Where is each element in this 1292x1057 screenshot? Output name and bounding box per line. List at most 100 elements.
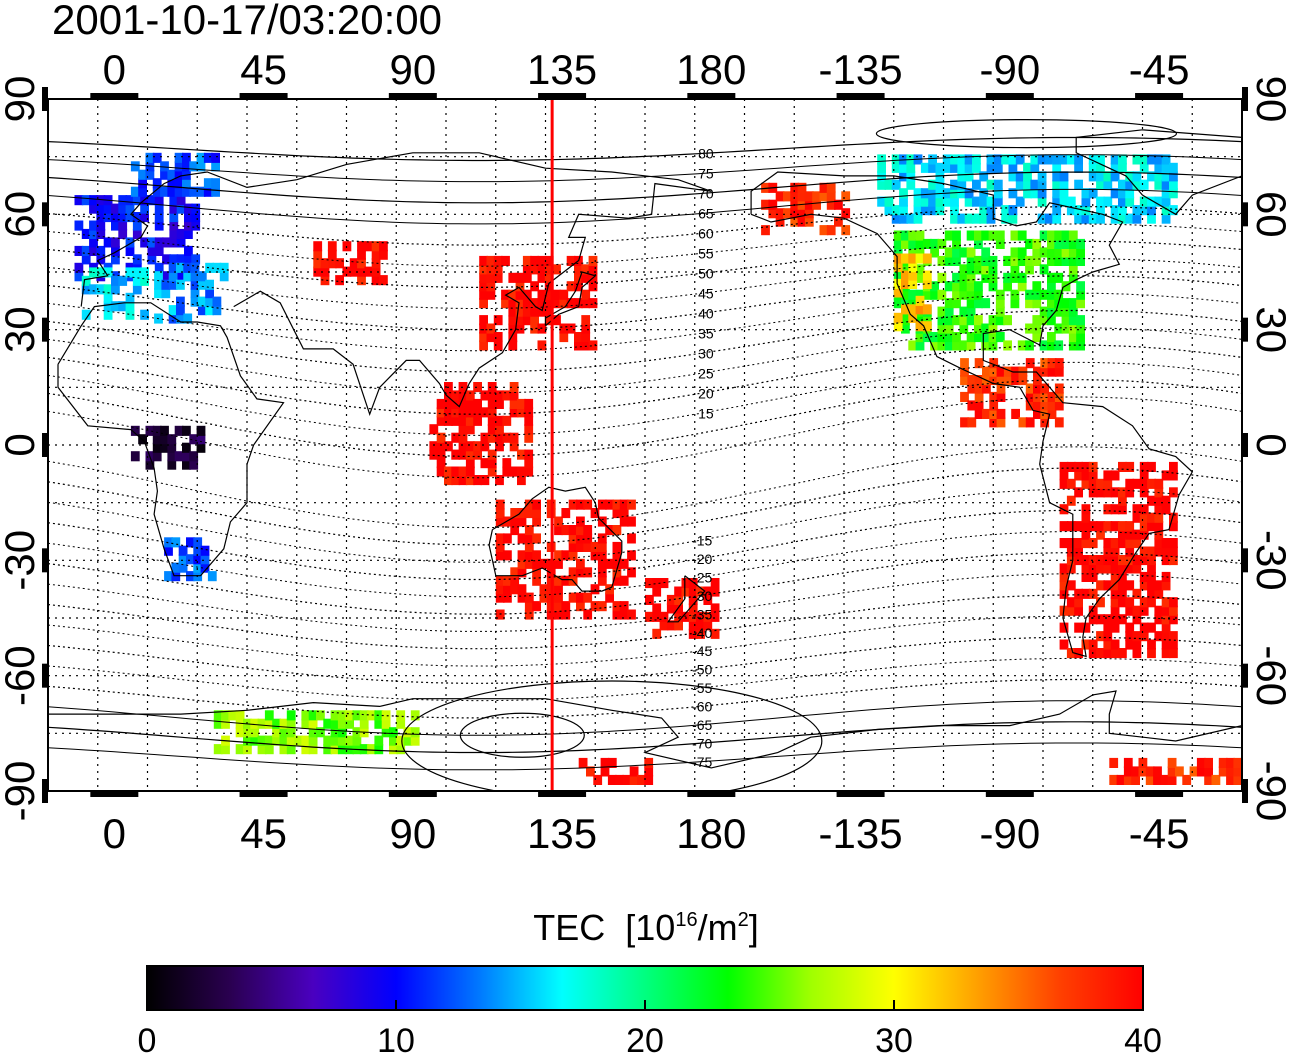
tec-cell xyxy=(509,432,519,443)
tec-cell xyxy=(1096,478,1105,489)
top-lon-tick-label: 0 xyxy=(103,46,126,93)
bottom-lon-tick-label: -135 xyxy=(819,810,903,857)
left-lat-tick-label: -60 xyxy=(0,645,43,706)
tec-cell xyxy=(1025,340,1034,351)
right-frame-tick xyxy=(1242,548,1248,573)
tec-cell xyxy=(132,195,142,206)
tec-cell xyxy=(974,298,983,309)
tec-cell xyxy=(458,390,468,401)
tec-cell xyxy=(568,592,578,603)
tec-cell xyxy=(1161,580,1171,591)
tec-cell xyxy=(960,417,969,428)
tec-cell xyxy=(1103,538,1113,549)
tec-cell xyxy=(193,545,203,556)
tec-cell xyxy=(524,525,534,536)
tec-cell xyxy=(1076,281,1085,292)
tec-cell xyxy=(995,289,1005,300)
tec-cell xyxy=(342,266,352,277)
tec-cell xyxy=(1066,196,1076,207)
tec-cell xyxy=(1169,648,1178,659)
tec-cell xyxy=(588,340,598,351)
tec-cell xyxy=(1001,213,1010,224)
tec-cell xyxy=(1226,774,1235,785)
tec-cell xyxy=(901,230,910,241)
tec-cell xyxy=(89,228,98,239)
tec-cell xyxy=(1103,470,1113,481)
tec-cell xyxy=(524,424,534,435)
tec-cell xyxy=(1033,408,1042,419)
tec-cell xyxy=(213,744,223,755)
tec-cell xyxy=(1110,622,1120,633)
tec-cell xyxy=(607,757,617,768)
colorbar-title-text: TEC xyxy=(533,907,606,948)
tec-cell xyxy=(1061,298,1071,309)
tec-cell xyxy=(576,533,585,544)
tec-cell xyxy=(554,609,563,620)
tec-cell xyxy=(583,567,593,578)
tec-cell xyxy=(364,241,374,252)
tec-cell xyxy=(1110,563,1120,574)
tec-cell xyxy=(974,332,983,343)
tec-cell xyxy=(1047,230,1056,241)
tec-cell xyxy=(182,451,191,462)
tec-cell xyxy=(1040,400,1050,411)
tec-cell xyxy=(308,718,318,729)
tec-cell xyxy=(451,432,461,443)
tec-cell xyxy=(152,152,162,163)
tec-cell xyxy=(901,253,910,264)
tec-cell xyxy=(561,609,571,620)
tec-cell xyxy=(666,603,676,614)
tec-cell xyxy=(1103,622,1113,633)
tec-cell xyxy=(138,178,147,189)
top-frame-tick xyxy=(836,93,885,99)
right-frame-tick xyxy=(1242,663,1248,688)
tec-cell xyxy=(627,516,636,527)
tec-cell xyxy=(1003,366,1013,377)
tec-cell xyxy=(974,375,984,386)
tec-cell xyxy=(1088,538,1098,549)
tec-cell xyxy=(612,541,622,552)
tec-cell xyxy=(979,196,989,207)
tec-cell xyxy=(884,205,894,216)
tec-cell xyxy=(1096,580,1105,591)
tec-cell xyxy=(915,247,925,258)
tec-cell xyxy=(374,744,384,755)
tec-cell xyxy=(1054,255,1064,266)
tec-cell xyxy=(530,323,539,334)
tec-cell xyxy=(1132,154,1142,165)
tec-cell xyxy=(111,254,120,265)
tec-cell xyxy=(1023,162,1032,173)
tec-cell xyxy=(1138,757,1148,768)
tec-cell xyxy=(213,718,223,729)
tec-cell xyxy=(986,179,996,190)
tec-cell xyxy=(429,441,439,452)
tec-cell xyxy=(790,182,800,193)
tec-cell xyxy=(503,592,512,603)
tec-cell xyxy=(1054,340,1064,351)
tec-cell xyxy=(566,281,576,292)
tec-cell xyxy=(964,188,974,199)
tec-cell xyxy=(937,315,947,326)
tec-cell xyxy=(964,196,974,207)
tec-cell xyxy=(619,601,629,612)
tec-cell xyxy=(111,203,120,214)
tec-cell xyxy=(1017,281,1027,292)
tec-cell xyxy=(583,541,593,552)
tec-cell xyxy=(674,594,683,605)
tec-cell xyxy=(184,220,193,231)
bottom-frame-tick xyxy=(538,791,587,797)
contour-line xyxy=(48,467,1242,546)
tec-cell xyxy=(286,735,296,746)
coastline xyxy=(750,171,1194,658)
tec-cell xyxy=(597,558,607,569)
tec-cell xyxy=(503,575,512,586)
tec-cell xyxy=(503,550,512,561)
tec-cell xyxy=(162,237,171,248)
tec-cell xyxy=(530,315,539,326)
contour-label-north: 45 xyxy=(698,286,714,302)
tec-cell xyxy=(169,212,179,223)
tec-cell xyxy=(901,304,910,315)
tec-cell xyxy=(937,272,947,283)
tec-cell xyxy=(152,442,162,453)
